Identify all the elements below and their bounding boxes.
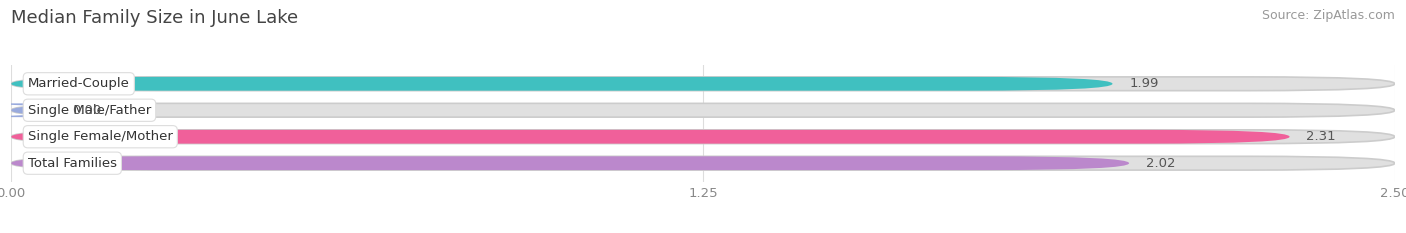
FancyBboxPatch shape (11, 77, 1112, 91)
FancyBboxPatch shape (11, 130, 1289, 144)
Text: 2.31: 2.31 (1306, 130, 1336, 143)
Text: Married-Couple: Married-Couple (28, 77, 129, 90)
Text: 1.99: 1.99 (1129, 77, 1159, 90)
Text: Single Male/Father: Single Male/Father (28, 104, 150, 117)
Text: 2.02: 2.02 (1146, 157, 1175, 170)
FancyBboxPatch shape (0, 103, 155, 117)
FancyBboxPatch shape (11, 156, 1129, 170)
FancyBboxPatch shape (11, 77, 1395, 91)
Text: Total Families: Total Families (28, 157, 117, 170)
FancyBboxPatch shape (11, 130, 1395, 144)
Text: Source: ZipAtlas.com: Source: ZipAtlas.com (1261, 9, 1395, 22)
Text: 0.00: 0.00 (72, 104, 101, 117)
Text: Median Family Size in June Lake: Median Family Size in June Lake (11, 9, 298, 27)
FancyBboxPatch shape (11, 156, 1395, 170)
Text: Single Female/Mother: Single Female/Mother (28, 130, 173, 143)
FancyBboxPatch shape (11, 103, 1395, 117)
